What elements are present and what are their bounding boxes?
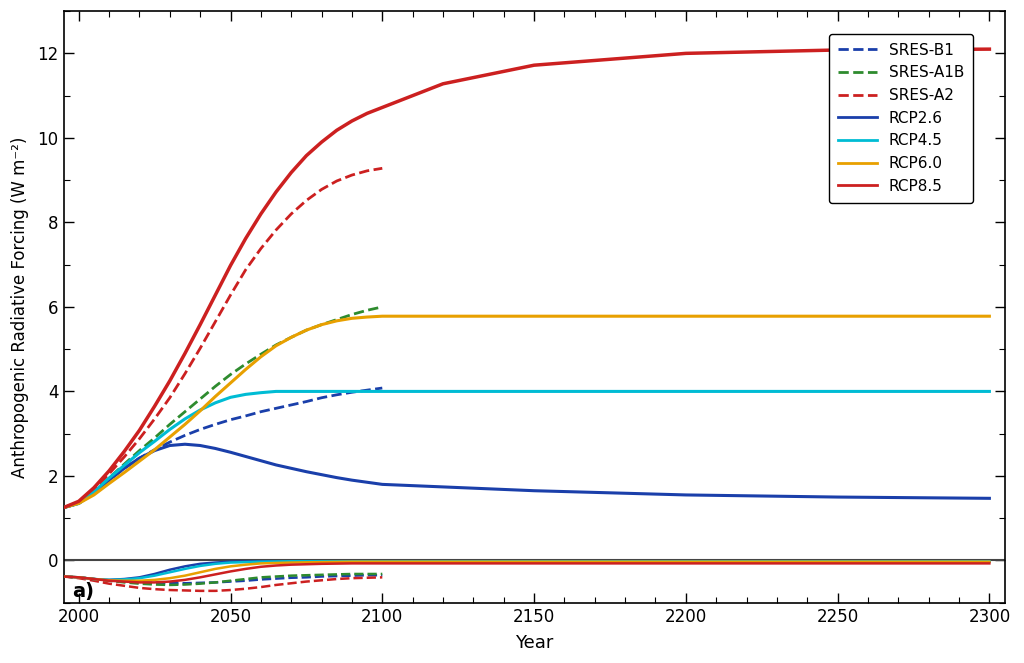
X-axis label: Year: Year bbox=[515, 634, 553, 652]
Legend: SRES-B1, SRES-A1B, SRES-A2, RCP2.6, RCP4.5, RCP6.0, RCP8.5: SRES-B1, SRES-A1B, SRES-A2, RCP2.6, RCP4… bbox=[829, 34, 974, 203]
Y-axis label: Anthropogenic Radiative Forcing (W m⁻²): Anthropogenic Radiative Forcing (W m⁻²) bbox=[11, 136, 29, 477]
Text: a): a) bbox=[72, 581, 93, 601]
